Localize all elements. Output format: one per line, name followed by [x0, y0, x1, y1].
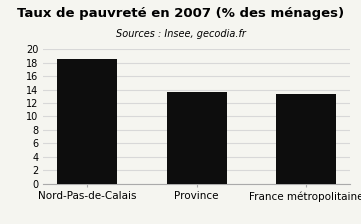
Bar — [276, 94, 336, 184]
Bar — [167, 92, 227, 184]
Bar — [57, 59, 117, 184]
Text: Sources : Insee, gecodia.fr: Sources : Insee, gecodia.fr — [116, 29, 245, 39]
Text: Taux de pauvreté en 2007 (% des ménages): Taux de pauvreté en 2007 (% des ménages) — [17, 7, 344, 20]
